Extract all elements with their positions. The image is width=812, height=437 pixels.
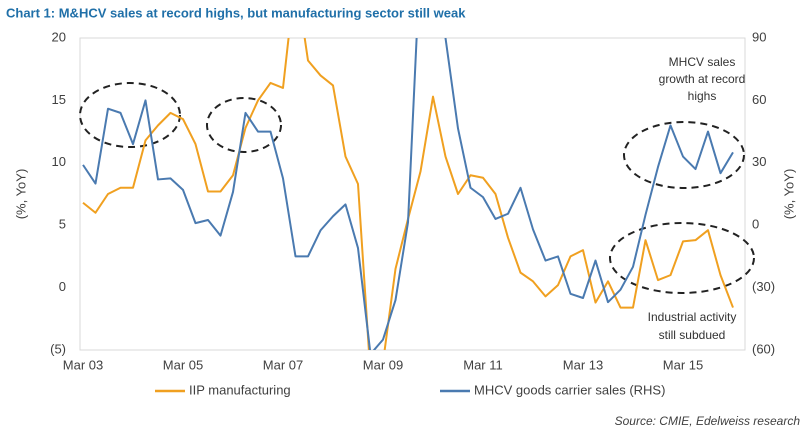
- x-tick-label: Mar 09: [363, 357, 403, 372]
- y2-axis-label: (%, YoY): [781, 169, 796, 220]
- annotation: MHCV sales: [669, 55, 736, 69]
- ellipse: [206, 97, 282, 153]
- annotation: highs: [688, 89, 717, 103]
- legend-label: IIP manufacturing: [189, 382, 291, 397]
- plot-frame: [79, 37, 746, 351]
- y2ticks-label: (30): [752, 279, 775, 294]
- yticks-label: 15: [52, 92, 66, 107]
- yticks-label: 5: [59, 217, 66, 232]
- ellipse: [79, 82, 181, 148]
- x-tick-label: Mar 15: [663, 357, 703, 372]
- chart-title: Chart 1: M&HCV sales at record highs, bu…: [6, 5, 466, 20]
- yticks-label: (5): [50, 341, 66, 356]
- ellipse: [609, 222, 755, 294]
- yticks-label: 10: [52, 154, 66, 169]
- y2ticks-label: (60): [752, 341, 775, 356]
- x-tick-label: Mar 11: [463, 357, 503, 372]
- source: Source: CMIE, Edelweiss research: [615, 414, 801, 428]
- annotation: growth at record: [659, 72, 746, 86]
- series-line: [82, 38, 734, 350]
- ellipse: [623, 121, 745, 189]
- y2ticks-label: 0: [752, 217, 759, 232]
- x-tick-label: Mar 05: [163, 357, 203, 372]
- x-tick-label: Mar 03: [63, 357, 103, 372]
- y2ticks-label: 60: [752, 92, 766, 107]
- highlight-ellipses: [79, 82, 755, 294]
- y2ticks-label: 30: [752, 154, 766, 169]
- y2ticks-label: 90: [752, 29, 766, 44]
- yticks-label: 20: [52, 29, 66, 44]
- x-tick-label: Mar 13: [563, 357, 603, 372]
- annotation: Industrial activity: [648, 310, 737, 324]
- plot-lines: [82, 38, 734, 350]
- x-tick-label: Mar 07: [263, 357, 303, 372]
- legend-label: MHCV goods carrier sales (RHS): [474, 382, 665, 397]
- y-axis-label: (%, YoY): [13, 169, 28, 220]
- annotation: still subdued: [659, 328, 726, 342]
- yticks-label: 0: [59, 279, 66, 294]
